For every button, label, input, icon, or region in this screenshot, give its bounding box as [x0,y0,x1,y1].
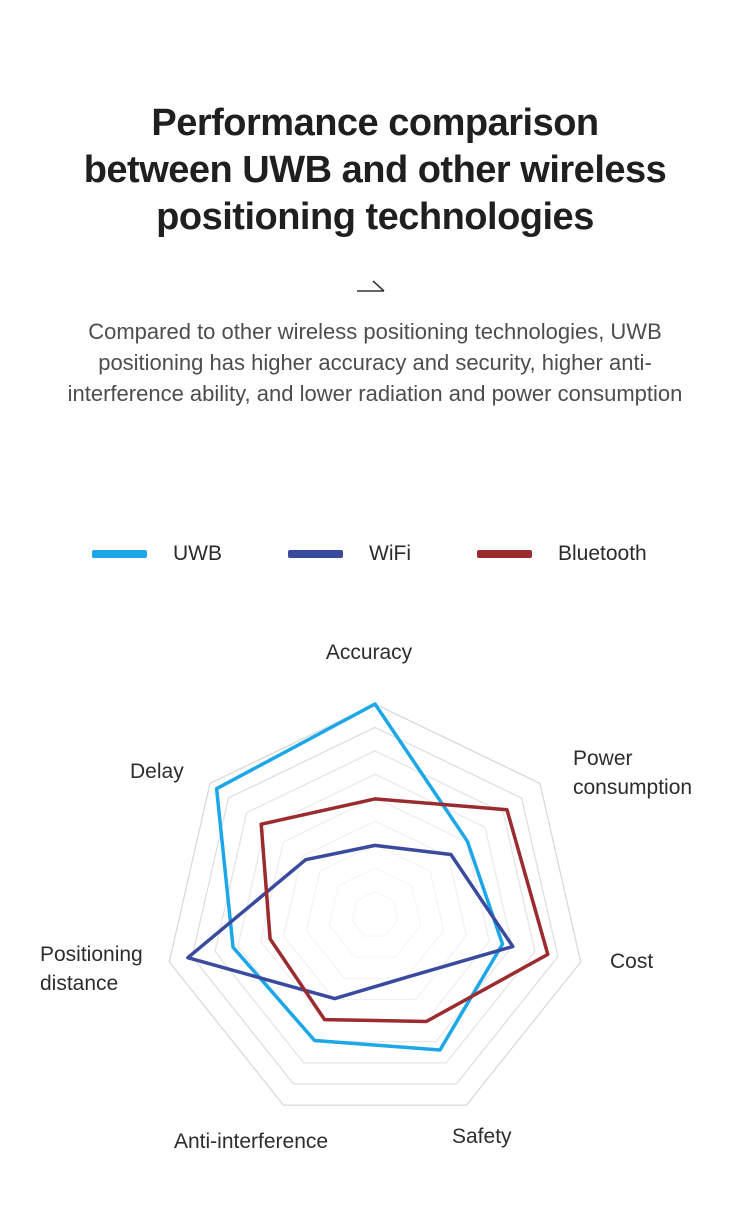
page-title-line-3: positioning technologies [156,196,594,238]
axis-label-power-consumption: Power consumption [573,747,693,799]
arrow-right-icon [356,278,386,294]
bluetooth-color-swatch [476,550,532,558]
page-title-line-2: between UWB and other wireless [83,149,667,191]
chart-legend: UWB WiFi Bluetooth [92,542,647,566]
axis-label-safety: Safety [452,1125,512,1148]
wifi-color-swatch [288,550,343,558]
uwb-color-swatch [92,550,147,558]
radar-grid-ring [237,773,513,1043]
radar-grid-ring [168,703,582,1106]
legend-item-uwb: UWB [92,542,222,566]
radar-grid-ring [214,750,536,1064]
radar-grid-ring [351,890,399,937]
radar-grid-ring [282,820,468,1001]
page-title-line-1: Performance comparison [151,102,599,144]
radar-series-wifi [186,843,515,1001]
legend-item-wifi: WiFi [288,542,411,566]
page-title: Performance comparison between UWB and o… [0,100,750,241]
radar-chart: Accuracy Power consumption Cost Safety A… [0,620,750,1209]
radar-grid-ring [191,726,559,1085]
axis-label-anti-interference: Anti-interference [174,1130,329,1153]
axis-label-positioning-distance: Positioning distance [40,943,143,995]
legend-label-uwb: UWB [173,542,222,565]
axis-label-delay: Delay [130,760,184,783]
radar-grid-ring [328,867,422,958]
legend-item-bluetooth: Bluetooth [476,542,647,566]
description-text: Compared to other wireless positioning t… [67,319,683,406]
radar-series-bluetooth [259,797,550,1024]
legend-label-wifi: WiFi [369,542,411,565]
axis-label-accuracy: Accuracy [325,641,413,664]
radar-series-uwb [214,702,505,1052]
axis-label-cost: Cost [610,950,654,973]
radar-grid-ring [305,843,445,980]
radar-chart-canvas [168,702,582,1106]
legend-label-bluetooth: Bluetooth [557,542,647,565]
